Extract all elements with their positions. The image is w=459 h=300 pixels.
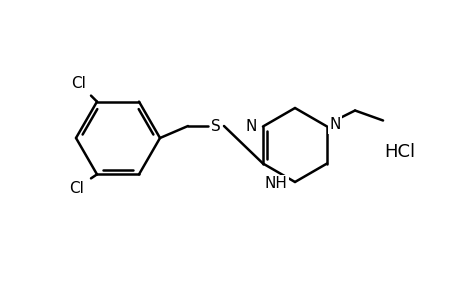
Text: Cl: Cl — [72, 76, 86, 91]
Text: HCl: HCl — [384, 143, 414, 161]
Text: S: S — [211, 118, 220, 134]
Text: N: N — [328, 117, 340, 132]
Text: NH: NH — [263, 176, 286, 191]
Text: Cl: Cl — [69, 181, 84, 196]
Text: N: N — [245, 119, 257, 134]
